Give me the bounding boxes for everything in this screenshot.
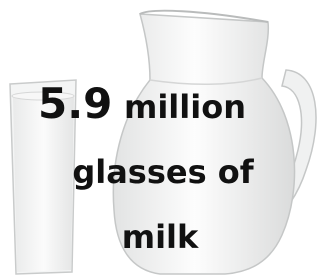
- headline-line-2: glasses of: [72, 153, 254, 191]
- page: {"headline": {"number": 5.9, "lines": ["…: [0, 0, 322, 275]
- infographic: 5.9 million glasses of milk: [0, 0, 322, 275]
- headline-word: million: [124, 88, 246, 126]
- headline-number: 5.9: [38, 79, 112, 128]
- headline-line-3: milk: [122, 218, 199, 256]
